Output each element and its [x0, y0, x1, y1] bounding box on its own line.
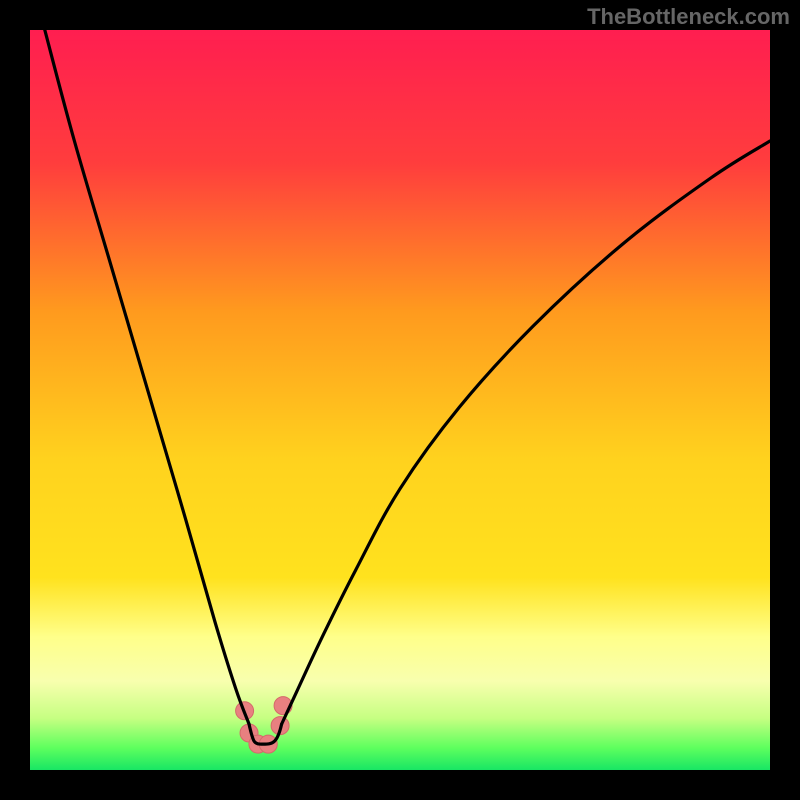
curve-segment — [282, 141, 770, 724]
watermark-text: TheBottleneck.com — [587, 4, 790, 30]
curve-segment — [45, 30, 249, 724]
plot-area — [30, 30, 770, 770]
curve-chart — [30, 30, 770, 770]
